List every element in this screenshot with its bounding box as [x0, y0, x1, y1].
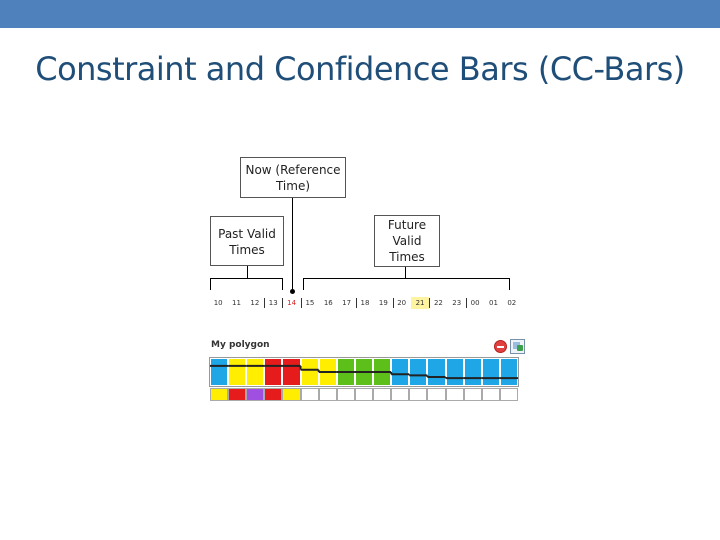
hour-label: 22 — [433, 299, 443, 307]
confidence-cell[interactable] — [409, 388, 428, 401]
confidence-cell[interactable] — [282, 388, 301, 401]
hour-label: 10 — [213, 299, 223, 307]
future-bracket-top — [303, 278, 510, 279]
future-bracket-stem — [405, 267, 406, 278]
hour-label: 15 — [305, 299, 315, 307]
hour-label: 19 — [378, 299, 388, 307]
edit-icon[interactable] — [510, 339, 525, 354]
hour-label: 11 — [232, 299, 241, 307]
future-bracket-right — [509, 278, 510, 290]
hour-separator — [465, 298, 467, 308]
confidence-cell[interactable] — [246, 388, 265, 401]
past-bracket-left — [210, 278, 211, 290]
constraint-bar — [210, 358, 518, 386]
constraint-cell[interactable] — [409, 358, 428, 386]
confidence-line-svg — [210, 364, 518, 380]
hour-label: 21 — [410, 297, 430, 309]
hour-separator — [282, 298, 284, 308]
hour-separator — [264, 298, 266, 308]
confidence-cell[interactable] — [463, 388, 482, 401]
confidence-cell[interactable] — [499, 388, 518, 401]
now-pointer-dot — [290, 289, 295, 294]
hour-label: 18 — [360, 299, 370, 307]
hour-label: 23 — [452, 299, 462, 307]
confidence-cell[interactable] — [228, 388, 247, 401]
confidence-cell[interactable] — [373, 388, 392, 401]
hour-separator — [429, 298, 431, 308]
confidence-cell[interactable] — [300, 388, 319, 401]
now-reference-time-label: Now (Reference Time) — [240, 157, 346, 198]
hour-separator — [300, 298, 302, 308]
hour-separator — [392, 298, 394, 308]
confidence-cell[interactable] — [427, 388, 446, 401]
hour-label: 14 — [287, 299, 297, 307]
hour-axis: 10 11 12 13 14 15 16 17 18 19 20 21 22 23 00 01 02 — [209, 297, 521, 309]
header-bar — [0, 0, 720, 28]
hour-label: 17 — [342, 299, 352, 307]
now-pointer-line — [292, 198, 293, 291]
slide-title: Constraint and Confidence Bars (CC-Bars) — [35, 50, 685, 88]
past-bracket-stem — [247, 266, 248, 278]
confidence-cell[interactable] — [210, 388, 229, 401]
hour-label: 16 — [323, 299, 333, 307]
confidence-cell[interactable] — [445, 388, 464, 401]
hour-separator — [355, 298, 357, 308]
polygon-name: My polygon — [211, 340, 270, 350]
hour-label: 12 — [250, 299, 260, 307]
hour-label: 02 — [507, 299, 517, 307]
confidence-cell[interactable] — [336, 388, 355, 401]
hour-label: 00 — [470, 299, 480, 307]
past-valid-times-label: Past Valid Times — [210, 216, 284, 266]
future-valid-times-label: Future Valid Times — [374, 215, 440, 267]
constraint-bar-frame — [209, 357, 519, 387]
confidence-bar — [210, 388, 518, 401]
confidence-cell[interactable] — [354, 388, 374, 401]
delete-icon[interactable] — [494, 340, 507, 353]
constraint-cell[interactable] — [427, 358, 446, 386]
confidence-cell[interactable] — [264, 388, 283, 401]
future-bracket-left — [303, 278, 304, 290]
confidence-cell[interactable] — [481, 388, 500, 401]
hour-label: 13 — [268, 299, 278, 307]
past-bracket-top — [210, 278, 283, 279]
confidence-cell[interactable] — [318, 388, 337, 401]
confidence-cell[interactable] — [391, 388, 410, 401]
hour-label: 20 — [397, 299, 407, 307]
past-bracket-right — [282, 278, 283, 290]
hour-label: 01 — [488, 299, 498, 307]
